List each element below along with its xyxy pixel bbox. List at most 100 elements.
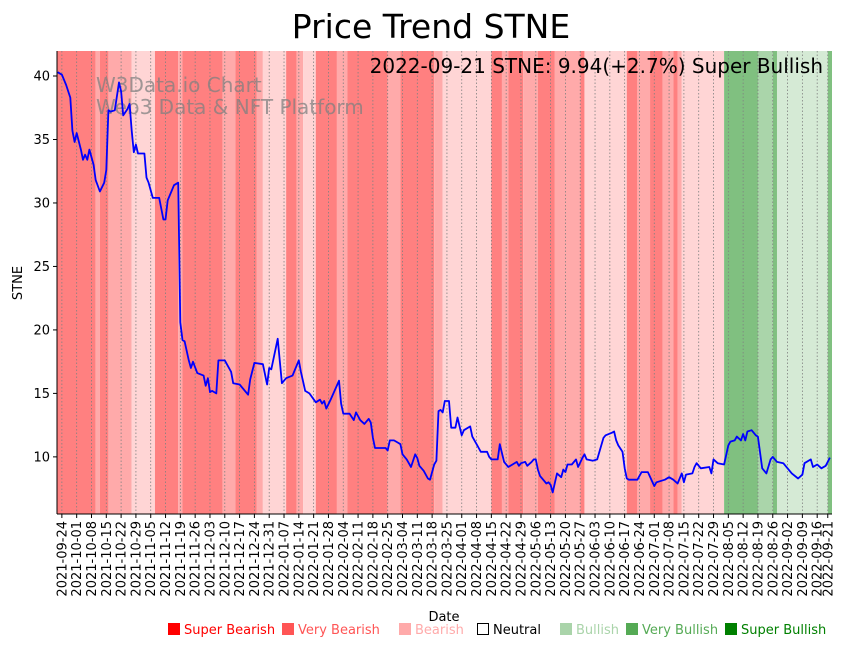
y-tick-label: 35 [33,133,50,148]
legend-swatch [399,623,411,635]
x-tick-label: 2022-05-20 [559,521,574,597]
x-tick-label: 2021-12-24 [248,521,263,597]
x-tick-label: 2022-09-09 [796,521,811,597]
x-tick-label: 2022-05-06 [529,521,544,597]
sentiment-band-bearish [131,51,155,514]
sentiment-band-very-bullish [757,51,773,514]
x-tick-label: 2022-01-28 [322,521,337,597]
x-tick-label: 2021-09-24 [55,521,70,597]
x-axis-label: Date [428,610,459,625]
sentiment-band-super-bearish [99,51,109,514]
legend-item-very-bearish: Very Bearish [282,623,380,638]
latest-price-annotation: 2022-09-21 STNE: 9.94(+2.7%) Super Bulli… [370,54,823,78]
x-tick-label: 2022-05-27 [574,521,589,597]
y-tick-label: 20 [33,323,50,338]
y-tick-label: 40 [33,70,50,85]
sentiment-band-super-bearish [315,51,337,514]
sentiment-band-super-bearish [580,51,585,514]
x-tick-label: 2022-03-25 [440,521,455,597]
x-tick-label: 2022-08-26 [766,521,781,597]
x-tick-label: 2022-09-02 [781,521,796,597]
sentiment-band-super-bullish [724,51,758,514]
x-tick-label: 2021-11-12 [159,521,174,597]
sentiment-band-super-bullish [827,51,832,514]
x-tick-label: 2022-06-17 [618,521,633,597]
x-tick-label: 2021-11-26 [189,521,204,597]
sentiment-band-super-bearish [286,51,297,514]
chart-title: Price Trend STNE [292,7,570,46]
x-tick-label: 2022-02-04 [337,521,352,597]
x-tick-label: 2022-08-19 [751,521,766,597]
x-tick-label: 2022-04-15 [485,521,500,597]
x-tick-label: 2022-06-03 [589,521,604,597]
x-tick-label: 2021-10-15 [100,521,115,597]
sentiment-band-super-bearish [235,51,257,514]
legend-swatch [560,623,572,635]
sentiment-band-bearish [262,51,287,514]
sentiment-band-super-bearish [626,51,638,514]
legend-swatch [725,623,737,635]
sentiment-band-very-bearish [677,51,682,514]
x-tick-label: 2022-03-11 [411,521,426,597]
x-tick-label: 2022-08-05 [722,521,737,597]
watermark: W3Data.io Chart Web3 Data & NFT Platform [96,73,364,119]
legend-item-super-bullish: Super Bullish [725,623,826,638]
legend-item-very-bullish: Very Bullish [626,623,718,638]
x-tick-label: 2022-04-08 [470,521,485,597]
sentiment-band-super-bearish [673,51,678,514]
y-tick-label: 10 [33,450,50,465]
x-tick-label: 2022-04-29 [514,521,529,597]
watermark-line-2: Web3 Data & NFT Platform [96,95,364,119]
y-tick-label: 25 [33,260,50,275]
sentiment-band-very-bearish [637,51,651,514]
sentiment-band-super-bearish [347,51,388,514]
x-tick-label: 2022-03-04 [396,521,411,597]
x-tick-label: 2022-01-21 [307,521,322,597]
legend-swatch [282,623,294,635]
x-tick-label: 2022-08-12 [737,521,752,597]
sentiment-band-super-bearish [650,51,663,514]
sentiment-band-bearish [681,51,725,514]
x-tick-label: 2022-09-21 [821,521,836,597]
legend-label: Very Bullish [642,623,718,638]
x-tick-label: 2021-12-03 [203,521,218,597]
price-line-stne [57,71,831,494]
legend-item-super-bearish: Super Bearish [168,623,275,638]
x-tick-label: 2022-02-25 [381,521,396,597]
sentiment-band-very-bearish [387,51,401,514]
x-tick-label: 2022-03-18 [426,521,441,597]
sentiment-band-very-bearish [108,51,132,514]
y-ticks: 10 15 20 25 30 35 40 [33,70,57,465]
x-tick-label: 2022-07-15 [677,521,692,597]
x-tick-label: 2021-10-22 [115,521,130,597]
x-tick-label: 2021-10-08 [85,521,100,597]
x-tick-label: 2021-12-31 [263,521,278,597]
legend-swatch [168,623,180,635]
x-tick-label: 2022-07-29 [707,521,722,597]
legend-label: Neutral [493,623,541,638]
x-tick-label: 2022-06-24 [633,521,648,597]
x-tick-label: 2022-04-22 [500,521,515,597]
x-tick-label: 2022-02-18 [366,521,381,597]
x-tick-label: 2022-02-11 [352,521,367,597]
x-tick-label: 2022-05-13 [544,521,559,597]
x-tick-label: 2021-10-01 [70,521,85,597]
axes [56,51,832,515]
sentiment-band-very-bearish [296,51,304,514]
y-tick-label: 15 [33,387,50,402]
sentiment-band-very-bearish [256,51,263,514]
legend-item-bearish: Bearish [399,623,464,638]
x-tick-label: 2021-11-19 [174,521,189,597]
x-tick-label: 2022-09-16 [811,521,826,597]
watermark-line-1: W3Data.io Chart [96,73,262,97]
sentiment-band-very-bearish [434,51,443,514]
legend-label: Super Bearish [184,623,275,638]
sentiment-band-super-bullish [772,51,777,514]
sentiment-band-very-bearish [501,51,509,514]
legend-item-neutral: Neutral [477,623,541,638]
legend-label: Bullish [576,623,619,638]
sentiment-band-very-bearish [554,51,581,514]
legend-swatch [626,623,638,635]
sentiment-band-bearish [442,51,492,514]
sentiment-band-super-bearish [491,51,502,514]
